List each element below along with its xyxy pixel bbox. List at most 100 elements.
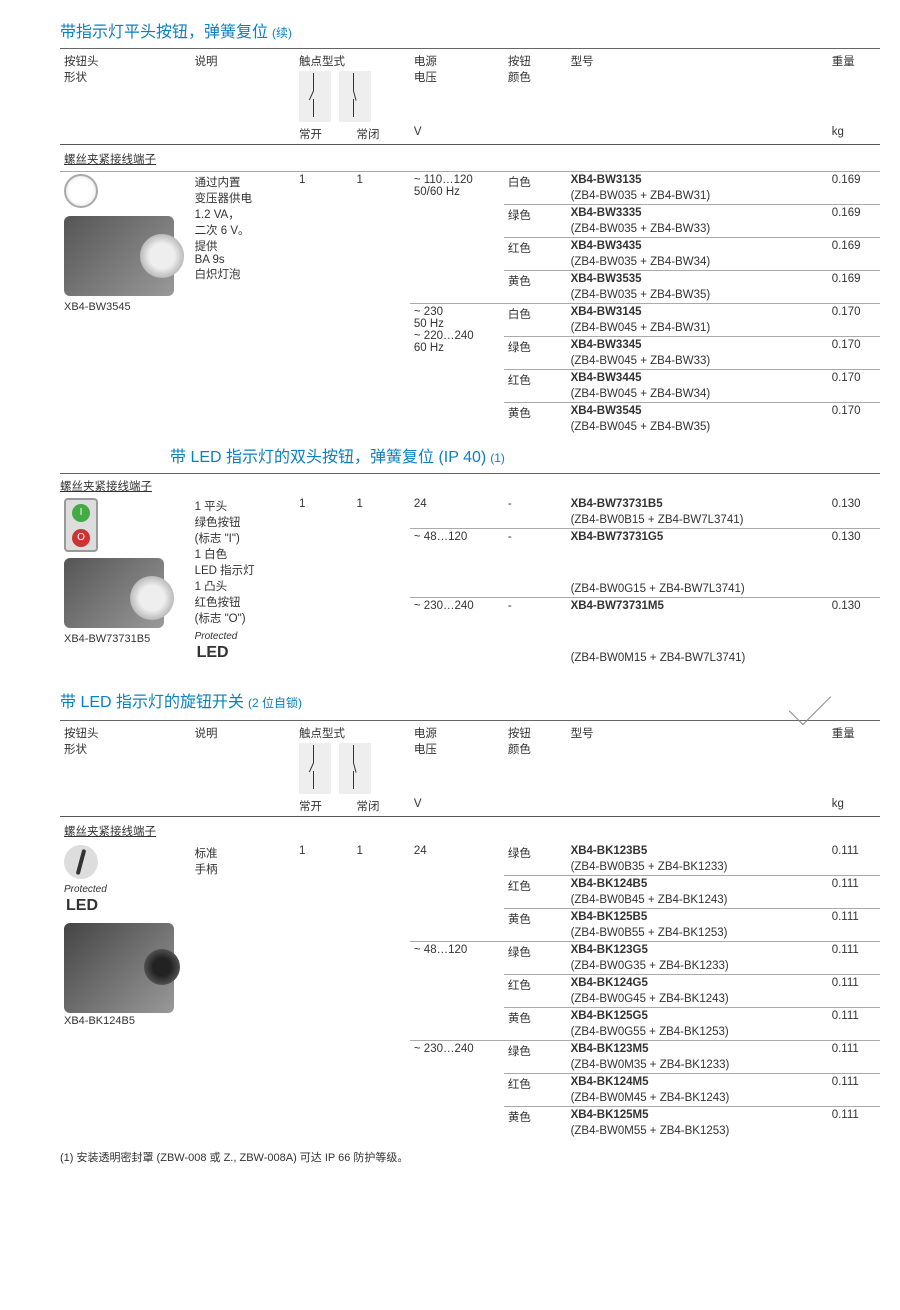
voltage-cell: ~ 230…240 [410, 598, 504, 667]
weight-cell: 0.130 [828, 529, 880, 598]
nc-symbol-icon [341, 745, 369, 789]
product-caption: XB4-BW3545 [64, 301, 187, 313]
dual-button-icon: IO [64, 498, 98, 552]
hdr-kg: kg [828, 124, 880, 145]
model-sub-cell: (ZB4-BW0M35 + ZB4-BK1233) [567, 1057, 828, 1074]
model-cell: XB4-BW3335 [567, 205, 828, 222]
model-cell: XB4-BW3145 [567, 304, 828, 321]
section2-title-main: 带 LED 指示灯的双头按钮，弹簧复位 (IP 40) [170, 443, 486, 467]
section3-title: 带 LED 指示灯的旋钮开关 (2 位自锁) [60, 688, 302, 712]
model-cell: XB4-BK124G5 [567, 975, 828, 992]
hdr-contact: 触点型式 [295, 723, 410, 796]
color-cell: 红色 [504, 370, 567, 403]
hdr-nc: 常闭 [352, 796, 409, 817]
section3-title-main: 带 LED 指示灯的旋钮开关 [60, 688, 244, 712]
table-row: Protected LED XB4-BK124B5标准 手柄1124绿色XB4-… [60, 843, 880, 859]
product-photo [64, 923, 174, 1013]
weight-cell: 0.111 [828, 942, 880, 975]
hdr-v: V [410, 124, 504, 145]
section2-table: IO XB4-BW73731B51 平头 绿色按钮 (标志 "I") 1 白色 … [60, 496, 880, 666]
model-cell: XB4-BK125G5 [567, 1008, 828, 1025]
unit-row: 常开 常闭 V kg [60, 796, 880, 817]
product-photo [64, 558, 164, 628]
model-sub-cell: (ZB4-BW0B15 + ZB4-BW7L3741) [567, 512, 828, 529]
selector-knob-icon [64, 845, 98, 879]
model-cell: XB4-BW3345 [567, 337, 828, 354]
model-sub-cell: (ZB4-BW0B55 + ZB4-BK1253) [567, 925, 828, 942]
weight-cell: 0.170 [828, 370, 880, 403]
section1-subhead: 螺丝夹紧接线端子 [64, 151, 876, 167]
desc-cell: 1 平头 绿色按钮 (标志 "I") 1 白色 LED 指示灯 1 凸头 红色按… [191, 496, 295, 666]
hdr-weight: 重量 [828, 51, 880, 124]
hdr-desc: 说明 [191, 723, 295, 796]
color-cell: 白色 [504, 172, 567, 205]
section2-subhead: 螺丝夹紧接线端子 [60, 478, 880, 494]
voltage-cell: ~ 230 50 Hz ~ 220…240 60 Hz [410, 304, 504, 436]
voltage-cell: ~ 110…120 50/60 Hz [410, 172, 504, 304]
model-sub-cell: (ZB4-BW045 + ZB4-BW31) [567, 320, 828, 337]
weight-cell: 0.170 [828, 304, 880, 337]
weight-cell: 0.169 [828, 271, 880, 304]
weight-cell: 0.111 [828, 975, 880, 1008]
weight-cell: 0.130 [828, 598, 880, 667]
hdr-model: 型号 [567, 723, 828, 796]
nc-symbol-icon [341, 73, 369, 117]
model-sub-cell: (ZB4-BW035 + ZB4-BW33) [567, 221, 828, 238]
color-cell: 红色 [504, 876, 567, 909]
nc-value: 1 [352, 172, 409, 436]
model-cell: XB4-BK123G5 [567, 942, 828, 959]
hdr-v: V [410, 796, 504, 817]
shape-cell: Protected LED XB4-BK124B5 [60, 843, 191, 1139]
model-cell: XB4-BW3545 [567, 403, 828, 420]
color-cell: 白色 [504, 304, 567, 337]
nc-value: 1 [352, 843, 409, 1139]
section2-title: 带 LED 指示灯的双头按钮，弹簧复位 (IP 40) (1) [170, 443, 880, 467]
hdr-nc: 常闭 [352, 124, 409, 145]
hdr-color: 按钮 颜色 [504, 51, 567, 124]
model-cell: XB4-BW73731G5 [567, 529, 828, 582]
weight-cell: 0.169 [828, 172, 880, 205]
model-cell: XB4-BW3135 [567, 172, 828, 189]
model-sub-cell: (ZB4-BW0G15 + ZB4-BW7L3741) [567, 581, 828, 598]
color-cell: 黄色 [504, 403, 567, 436]
hdr-shape: 按钮头 形状 [60, 51, 191, 124]
color-cell: - [504, 496, 567, 529]
model-cell: XB4-BW73731M5 [567, 598, 828, 651]
color-cell: 黄色 [504, 1107, 567, 1140]
model-sub-cell: (ZB4-BW035 + ZB4-BW34) [567, 254, 828, 271]
hdr-color: 按钮 颜色 [504, 723, 567, 796]
weight-cell: 0.111 [828, 843, 880, 876]
color-cell: 红色 [504, 975, 567, 1008]
section1-table: 按钮头 形状 说明 触点型式 电源 电压 按钮 颜色 型号 重量 常开 常闭 V… [60, 51, 880, 435]
section3-subhead: 螺丝夹紧接线端子 [64, 823, 876, 839]
footnote: (1) 安装透明密封罩 (ZBW-008 或 Z., ZBW-008A) 可达 … [60, 1149, 880, 1165]
voltage-cell: ~ 230…240 [410, 1041, 504, 1140]
model-sub-cell: (ZB4-BW0M45 + ZB4-BK1243) [567, 1090, 828, 1107]
nc-value: 1 [352, 496, 409, 666]
hdr-model: 型号 [567, 51, 828, 124]
weight-cell: 0.111 [828, 909, 880, 942]
model-sub-cell: (ZB4-BW035 + ZB4-BW35) [567, 287, 828, 304]
section3-title-sub: (2 位自锁) [248, 694, 302, 711]
no-value: 1 [295, 843, 352, 1139]
hdr-contact: 触点型式 [295, 51, 410, 124]
weight-cell: 0.170 [828, 337, 880, 370]
model-cell: XB4-BW3435 [567, 238, 828, 255]
color-cell: - [504, 598, 567, 667]
no-symbol-icon [301, 745, 329, 789]
model-cell: XB4-BK123M5 [567, 1041, 828, 1058]
color-cell: 绿色 [504, 337, 567, 370]
model-sub-cell: (ZB4-BW035 + ZB4-BW31) [567, 188, 828, 205]
section1-title-sub: (续) [272, 24, 292, 41]
weight-cell: 0.111 [828, 1107, 880, 1140]
section1-title-main: 带指示灯平头按钮，弹簧复位 [60, 18, 268, 42]
no-symbol-icon [301, 73, 329, 117]
weight-cell: 0.130 [828, 496, 880, 529]
model-sub-cell: (ZB4-BW0G35 + ZB4-BK1233) [567, 958, 828, 975]
voltage-cell: 24 [410, 843, 504, 942]
model-cell: XB4-BK125B5 [567, 909, 828, 926]
color-cell: 绿色 [504, 843, 567, 876]
unit-row: 常开 常闭 V kg [60, 124, 880, 145]
weight-cell: 0.111 [828, 1074, 880, 1107]
model-sub-cell: (ZB4-BW045 + ZB4-BW34) [567, 386, 828, 403]
